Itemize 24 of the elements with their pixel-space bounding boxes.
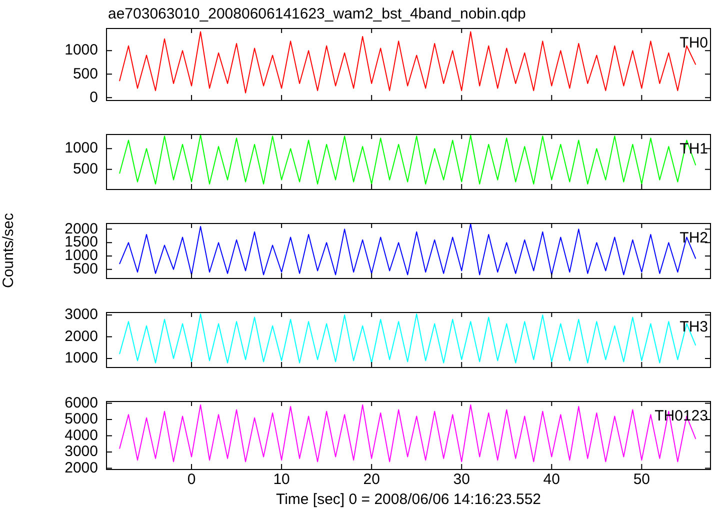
- x-tick-label: 0: [187, 471, 196, 488]
- x-tick-label: 20: [363, 471, 380, 488]
- y-tick-label: 1000: [64, 42, 98, 59]
- y-tick-label: 2000: [64, 328, 98, 345]
- series-label: TH2: [680, 230, 708, 247]
- x-tick-label: 50: [633, 471, 650, 488]
- y-tick-label: 3000: [64, 443, 98, 460]
- series-label: TH0: [680, 34, 708, 52]
- chart-title: ae703063010_20080606141623_wam2_bst_4band_nobin.qdp: [108, 6, 526, 23]
- y-tick-label: 500: [72, 65, 98, 82]
- y-tick-label: 1000: [64, 350, 98, 367]
- y-axis-title: Counts/sec: [0, 212, 18, 288]
- y-tick-label: 2000: [64, 459, 98, 476]
- y-tick-label: 4000: [64, 426, 98, 444]
- y-tick-label: 1000: [64, 140, 98, 157]
- y-tick-label: 6000: [64, 394, 98, 412]
- x-tick-label: 10: [273, 471, 290, 488]
- x-tick-label: 30: [453, 471, 470, 488]
- x-tick-label: 40: [543, 471, 560, 488]
- x-axis-title: Time [sec] 0 = 2008/06/06 14:16:23.552: [276, 491, 542, 508]
- y-tick-label: 3000: [64, 306, 98, 324]
- y-tick-label: 5000: [64, 410, 98, 428]
- y-tick-label: 500: [72, 160, 98, 178]
- y-tick-label: 0: [90, 88, 98, 106]
